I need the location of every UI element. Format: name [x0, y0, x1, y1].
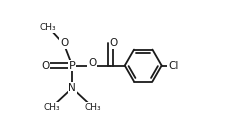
Text: P: P [69, 61, 76, 70]
Text: CH₃: CH₃ [84, 103, 101, 112]
Text: O: O [110, 38, 118, 48]
Text: CH₃: CH₃ [39, 23, 56, 32]
Text: O: O [41, 61, 50, 70]
Text: Cl: Cl [168, 61, 179, 70]
Text: O: O [60, 38, 69, 48]
Text: O: O [88, 58, 97, 68]
Text: CH₃: CH₃ [43, 103, 60, 112]
Text: N: N [68, 83, 76, 93]
